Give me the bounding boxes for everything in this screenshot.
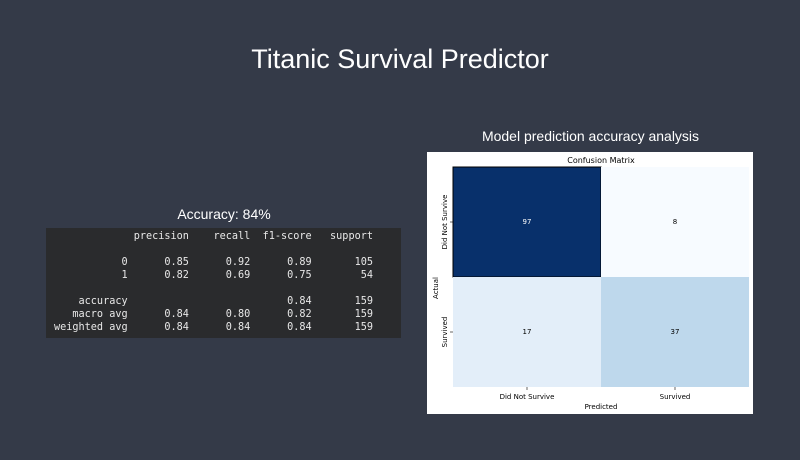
cell-value: 0.82	[127, 270, 189, 281]
cell-value: 0.84	[127, 309, 189, 320]
cell-value: f1-score	[250, 231, 312, 242]
accuracy-heading: Accuracy: 84%	[177, 206, 271, 222]
x-tick-label: Survived	[660, 393, 691, 401]
confusion-matrix-figure: Confusion Matrix Predicted Actual 97 8 17 3…	[427, 152, 753, 414]
cell-value-label: 37	[671, 328, 680, 336]
cell-value-label: 97	[523, 218, 532, 226]
cell-value: 0.82	[250, 309, 312, 320]
row-label: macro avg	[54, 309, 128, 320]
chart-title: Confusion Matrix	[567, 156, 635, 165]
cell-value: 159	[311, 296, 373, 307]
row-label: 0	[54, 257, 128, 268]
cell-value: 0.85	[127, 257, 189, 268]
report-row: macro avg 0.84 0.80 0.82 159	[54, 309, 373, 320]
heatmap-cell	[601, 167, 749, 277]
report-row: 1 0.82 0.69 0.75 54	[54, 270, 373, 281]
cell-value: precision	[127, 231, 189, 242]
report-header: precision recall f1-score support	[54, 231, 373, 242]
cell-value: 159	[311, 309, 373, 320]
cell-value: 0.92	[188, 257, 251, 268]
page-title: Titanic Survival Predictor	[251, 44, 549, 74]
cell-value: recall	[188, 231, 251, 242]
cell-value: 0.89	[250, 257, 312, 268]
y-tick-label: Did Not Survive	[441, 195, 449, 250]
heatmap-cell	[453, 277, 601, 387]
y-axis-label: Actual	[432, 277, 440, 299]
report-row: weighted avg 0.84 0.84 0.84 159	[54, 322, 373, 333]
cell-value: support	[311, 231, 373, 242]
cell-value	[189, 296, 250, 307]
cell-value: 105	[311, 257, 373, 268]
row-label	[54, 231, 128, 242]
heatmap-cell	[452, 166, 602, 278]
heatmap-cell	[601, 277, 749, 387]
x-tick-label: Did Not Survive	[500, 393, 555, 401]
report-row: 0 0.85 0.92 0.89 105	[54, 257, 373, 268]
cell-value-label: 17	[523, 328, 532, 336]
y-tick-label: Survived	[441, 317, 449, 348]
cell-value	[128, 296, 189, 307]
cell-value: 0.80	[188, 309, 251, 320]
figure-caption: Model prediction accuracy analysis	[481, 128, 700, 144]
confusion-matrix-chart: Confusion Matrix Predicted Actual 97 8 17 3…	[432, 156, 749, 411]
cell-value: 0.69	[188, 270, 251, 281]
cell-value: 0.84	[127, 322, 189, 333]
row-label: accuracy	[54, 296, 128, 307]
cell-value: 0.84	[250, 322, 312, 333]
cell-value: 54	[311, 270, 373, 281]
report-row: accuracy 0.84 159	[54, 296, 373, 307]
row-label: 1	[54, 270, 128, 281]
cell-value: 0.84	[188, 322, 251, 333]
cell-value: 159	[311, 322, 373, 333]
row-label: weighted avg	[54, 322, 128, 333]
cell-value-label: 8	[673, 218, 677, 226]
x-axis-label: Predicted	[585, 403, 618, 411]
cell-value: 0.84	[250, 296, 312, 307]
cell-value: 0.75	[250, 270, 312, 281]
classification-report: precision recall f1-score support 0 0.85…	[46, 228, 401, 338]
